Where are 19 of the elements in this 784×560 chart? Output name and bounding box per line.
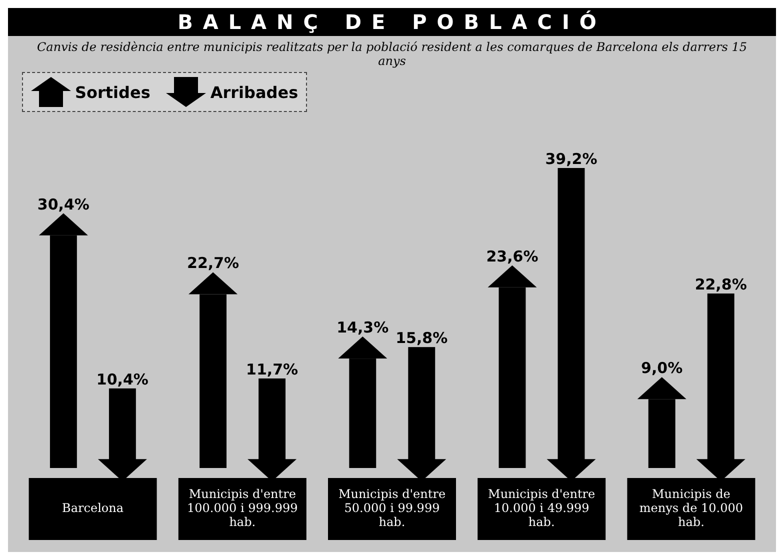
- data-label: 11,7%: [246, 360, 298, 378]
- x-tick-label: Municipis d'entre 50.000 i 99.999 hab.: [338, 487, 446, 530]
- data-label: 15,8%: [396, 329, 448, 348]
- x-tick-label: Municipis de menys de 10.000 hab.: [639, 487, 743, 530]
- data-label: 14,3%: [336, 318, 389, 337]
- data-label: 9,0%: [641, 359, 683, 378]
- data-label: 22,8%: [694, 276, 747, 294]
- legend-label: Sortides: [75, 82, 150, 102]
- data-label: 30,4%: [37, 195, 90, 214]
- x-tick-label: Municipis d'entre 10.000 i 49.999 hab.: [488, 487, 596, 530]
- chart-title: BALANÇ DE POBLACIÓ: [8, 8, 776, 36]
- chart-subtitle: Canvis de residència entre municipis realitzats per la població resident a les comarques de Barcelona els darrers 15 anys: [36, 39, 748, 70]
- legend-label: Arribades: [210, 82, 298, 102]
- data-label: 22,7%: [187, 254, 240, 272]
- data-label: 10,4%: [96, 370, 148, 388]
- x-tick-label: Municipis d'entre 100.000 i 999.999 hab.: [187, 487, 298, 530]
- data-label: 39,2%: [545, 150, 598, 168]
- x-tick-label: Barcelona: [62, 501, 124, 516]
- data-label: 23,6%: [486, 247, 538, 266]
